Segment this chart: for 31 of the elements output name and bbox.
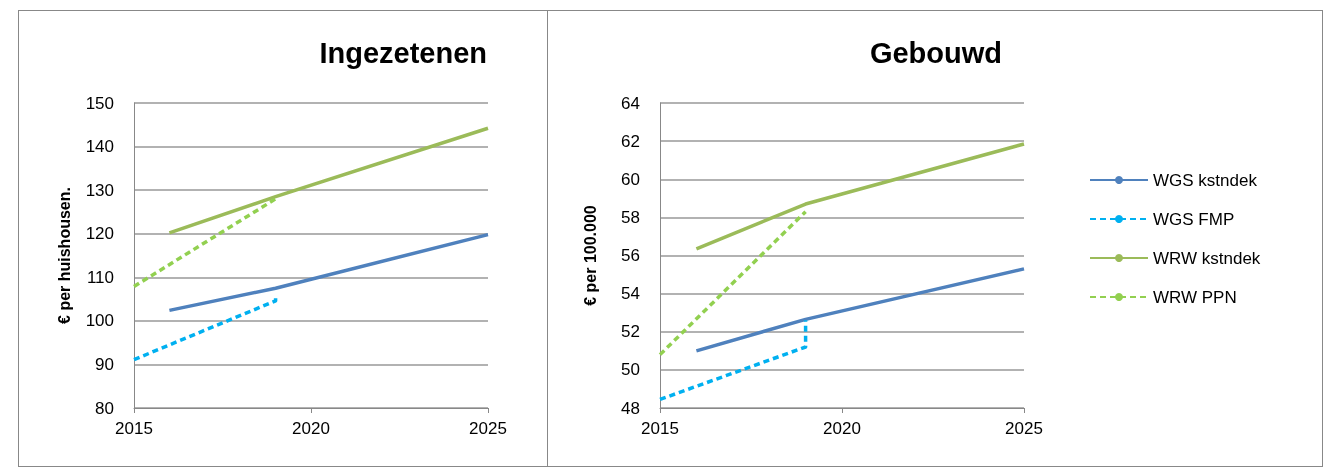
legend-label: WRW kstndek	[1153, 248, 1261, 268]
x-tick-label: 2015	[115, 419, 153, 438]
y-tick-label: 130	[85, 180, 114, 200]
y-tick-label: 52	[621, 322, 640, 342]
y-tick-label: 140	[85, 137, 114, 157]
legend-label: WGS FMP	[1153, 209, 1235, 229]
y-axis-title: € per huishousen.	[55, 187, 73, 324]
x-tick-label: 2020	[292, 419, 330, 438]
y-tick-label: 64	[621, 93, 640, 113]
y-axis-title: € per 100.000	[581, 205, 599, 306]
x-tick-label: 2025	[469, 419, 507, 438]
y-tick-label: 150	[85, 93, 114, 113]
legend-label: WGS kstndek	[1153, 170, 1258, 190]
y-tick-label: 50	[621, 360, 640, 380]
y-tick-label: 110	[86, 267, 114, 287]
x-tick-label: 2015	[641, 419, 679, 438]
y-tick-label: 80	[95, 398, 114, 418]
y-tick-label: 62	[621, 131, 640, 151]
legend-label: WRW PPN	[1153, 287, 1237, 307]
y-tick-label: 58	[621, 207, 640, 227]
y-tick-label: 56	[621, 246, 640, 265]
x-tick-label: 2025	[1005, 419, 1043, 438]
chart-title: Ingezetenen	[319, 36, 488, 69]
y-tick-label: 54	[621, 284, 640, 304]
y-tick-label: 100	[85, 311, 114, 331]
y-tick-label: 90	[95, 354, 114, 374]
chart-title: Gebouwd	[869, 36, 1003, 69]
y-tick-label: 60	[621, 169, 640, 189]
y-tick-label: 120	[85, 224, 114, 244]
x-tick-label: 2020	[823, 419, 861, 438]
y-tick-label: 48	[621, 398, 640, 418]
